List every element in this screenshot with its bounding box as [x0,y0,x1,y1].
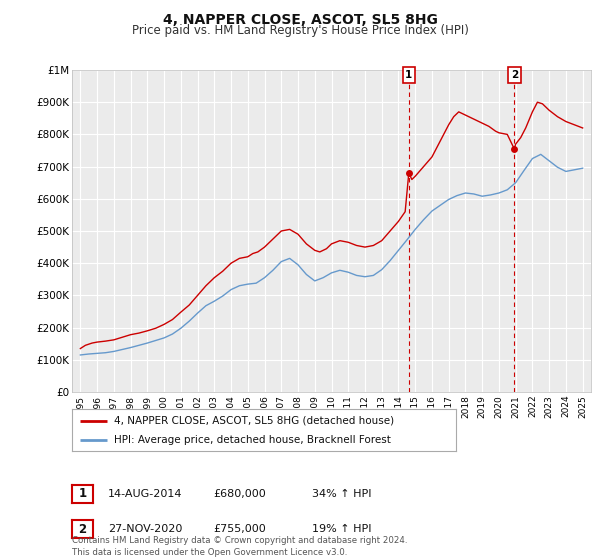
Text: HPI: Average price, detached house, Bracknell Forest: HPI: Average price, detached house, Brac… [114,435,391,445]
Text: 4, NAPPER CLOSE, ASCOT, SL5 8HG: 4, NAPPER CLOSE, ASCOT, SL5 8HG [163,13,437,27]
Text: 34% ↑ HPI: 34% ↑ HPI [312,489,371,499]
Text: 2: 2 [78,522,86,536]
Text: 1: 1 [405,70,412,80]
Text: Price paid vs. HM Land Registry's House Price Index (HPI): Price paid vs. HM Land Registry's House … [131,24,469,38]
Text: 27-NOV-2020: 27-NOV-2020 [108,524,182,534]
Text: £680,000: £680,000 [213,489,266,499]
Text: 14-AUG-2014: 14-AUG-2014 [108,489,182,499]
Text: 19% ↑ HPI: 19% ↑ HPI [312,524,371,534]
Text: £755,000: £755,000 [213,524,266,534]
Text: 4, NAPPER CLOSE, ASCOT, SL5 8HG (detached house): 4, NAPPER CLOSE, ASCOT, SL5 8HG (detache… [114,416,394,426]
Text: 1: 1 [78,487,86,501]
Text: Contains HM Land Registry data © Crown copyright and database right 2024.
This d: Contains HM Land Registry data © Crown c… [72,536,407,557]
Text: 2: 2 [511,70,518,80]
